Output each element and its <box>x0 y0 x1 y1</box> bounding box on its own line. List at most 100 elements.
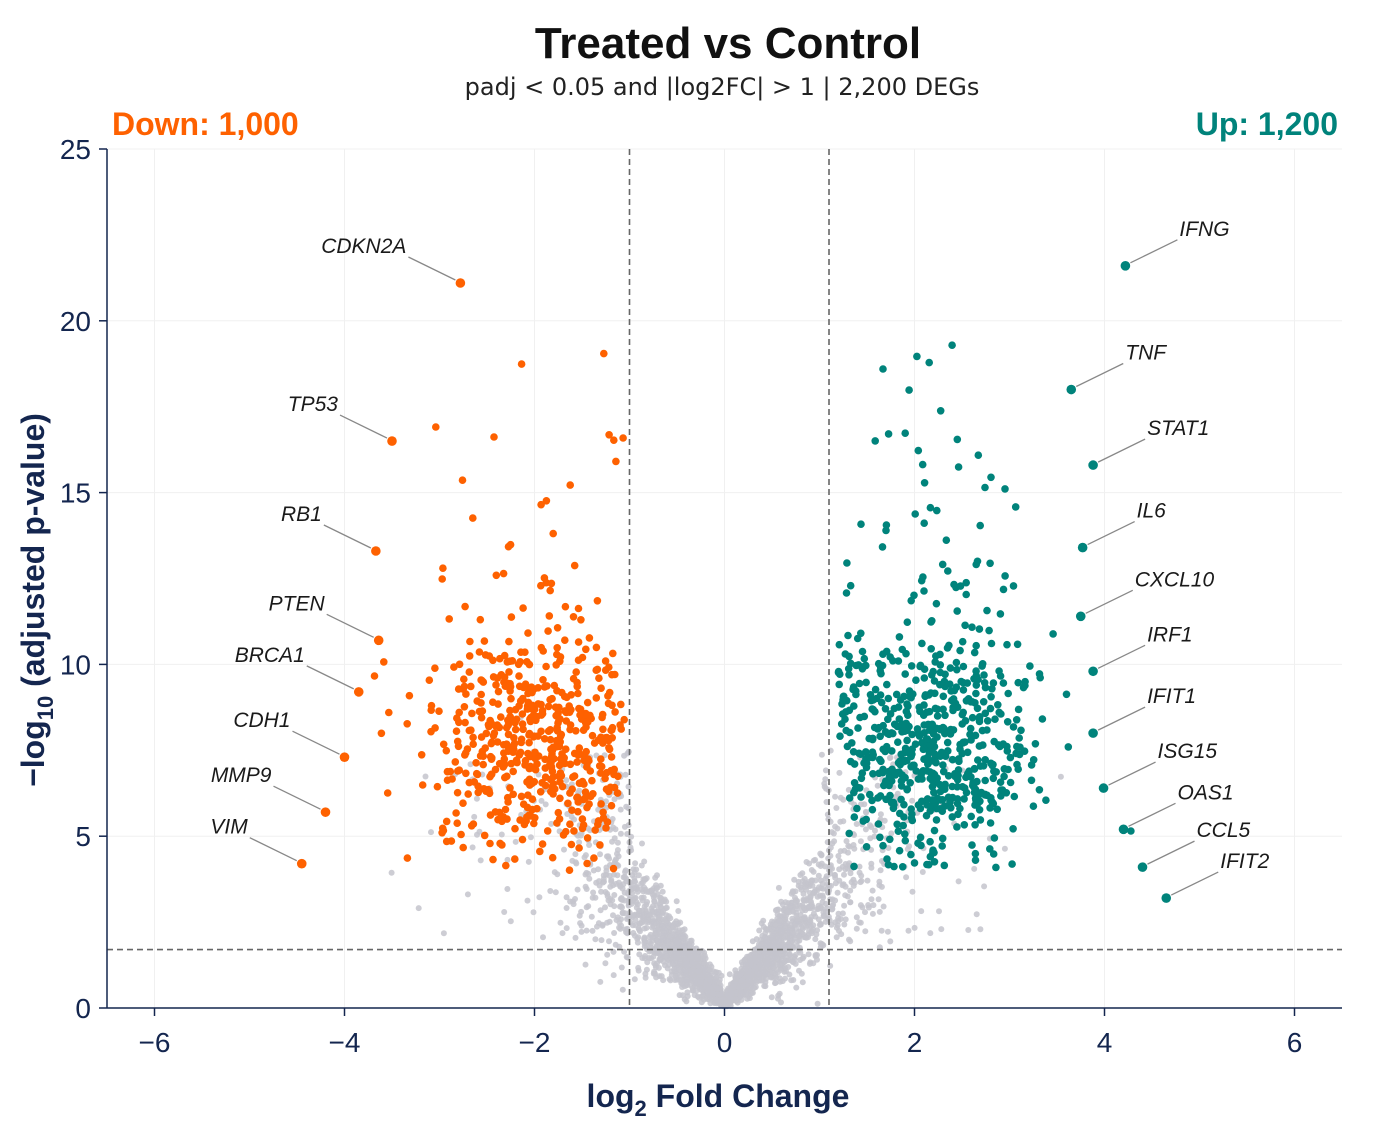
up-point <box>901 830 909 838</box>
up-point <box>1000 772 1008 781</box>
ns-point <box>501 909 508 915</box>
ns-point <box>603 867 610 874</box>
gene-label: ISG15 <box>1158 740 1218 763</box>
up-point <box>850 788 858 797</box>
up-point <box>929 667 937 676</box>
down-point <box>525 738 533 747</box>
ns-point <box>857 879 864 886</box>
up-point <box>956 646 964 655</box>
up-point <box>930 848 938 857</box>
y-tick-label: 0 <box>75 993 91 1024</box>
ns-point <box>563 925 570 932</box>
ns-point <box>746 953 753 960</box>
ns-point <box>604 853 610 860</box>
gene-label: MMP9 <box>211 764 272 787</box>
ns-point <box>876 878 883 885</box>
up-point <box>981 756 989 764</box>
ns-point <box>622 869 628 875</box>
ns-point <box>607 883 614 890</box>
down-point <box>574 751 582 759</box>
down-point <box>605 663 613 671</box>
down-point <box>574 689 582 698</box>
ns-point <box>938 926 945 933</box>
down-point <box>504 798 512 806</box>
ns-points <box>388 714 1064 1010</box>
down-point <box>610 436 618 445</box>
up-point <box>862 843 871 851</box>
ns-point <box>706 961 713 968</box>
down-point <box>578 815 587 823</box>
gene-leader-line <box>1097 438 1146 463</box>
down-point <box>504 542 513 551</box>
ns-point <box>832 823 839 830</box>
down-point <box>489 855 497 864</box>
ns-point <box>525 858 532 865</box>
grid <box>107 148 1342 1009</box>
up-point <box>843 742 852 751</box>
ns-point <box>817 920 824 927</box>
ns-point <box>936 908 942 915</box>
ns-point <box>836 769 843 776</box>
ns-point <box>652 949 658 956</box>
up-point <box>868 796 876 805</box>
ns-point <box>787 903 794 910</box>
ns-point <box>635 872 642 879</box>
up-point <box>948 341 956 350</box>
ns-point <box>781 922 788 929</box>
down-point <box>561 636 569 644</box>
up-point <box>929 730 938 738</box>
gene-leader-line <box>339 414 388 439</box>
ns-point <box>830 830 837 837</box>
up-point <box>846 581 855 590</box>
ns-point <box>632 916 639 923</box>
down-point <box>525 729 534 738</box>
ns-point <box>609 838 616 845</box>
down-point <box>540 574 549 582</box>
ns-point <box>469 844 476 851</box>
ns-point <box>730 983 737 990</box>
down-point <box>608 734 616 742</box>
ns-point <box>842 883 849 890</box>
gene-leader-line <box>1097 644 1146 669</box>
labeled-gene-point <box>339 752 350 762</box>
up-point <box>974 756 982 764</box>
gene-leader-line <box>1108 761 1156 786</box>
gene-leader-line <box>1087 520 1135 546</box>
up-point <box>981 776 989 785</box>
ns-point <box>831 838 838 845</box>
down-point <box>509 748 517 756</box>
down-point <box>553 819 561 827</box>
gene-label: CXCL10 <box>1135 568 1215 591</box>
up-point <box>1035 670 1044 678</box>
ns-point <box>644 911 651 918</box>
ns-point <box>797 957 804 963</box>
up-point <box>905 386 913 394</box>
down-point <box>455 766 464 774</box>
up-point <box>972 641 980 650</box>
ns-point <box>775 884 782 891</box>
up-point <box>920 587 928 595</box>
ns-point <box>836 927 842 934</box>
ns-point <box>904 846 911 853</box>
ns-point <box>610 824 617 831</box>
up-point <box>876 792 885 800</box>
up-point <box>868 805 877 814</box>
ns-point <box>689 959 696 966</box>
ns-point <box>858 872 865 879</box>
ns-point <box>714 985 721 992</box>
up-point <box>862 661 870 670</box>
down-point <box>499 569 508 578</box>
down-point <box>482 787 490 795</box>
down-point <box>453 714 461 722</box>
up-point <box>879 841 887 850</box>
up-point <box>914 446 923 455</box>
up-point <box>928 783 937 791</box>
ns-point <box>473 795 480 802</box>
down-point <box>537 711 546 719</box>
ns-point <box>673 898 680 905</box>
up-point <box>941 752 950 760</box>
ns-point <box>842 866 849 873</box>
up-point <box>939 767 948 776</box>
ns-point <box>812 936 819 943</box>
ns-point <box>807 918 814 924</box>
